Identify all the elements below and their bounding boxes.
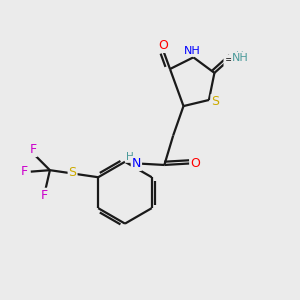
Text: N: N [132, 157, 141, 170]
Text: NH: NH [184, 46, 200, 56]
Text: =N: =N [224, 56, 242, 65]
Text: F: F [40, 189, 48, 202]
Text: S: S [69, 166, 76, 179]
Text: NH: NH [232, 52, 249, 62]
Text: O: O [190, 157, 200, 170]
Text: H: H [126, 152, 134, 162]
Text: O: O [158, 39, 168, 52]
Text: F: F [30, 143, 37, 156]
Text: S: S [212, 95, 219, 108]
Text: F: F [21, 165, 28, 178]
Text: H: H [236, 51, 244, 61]
